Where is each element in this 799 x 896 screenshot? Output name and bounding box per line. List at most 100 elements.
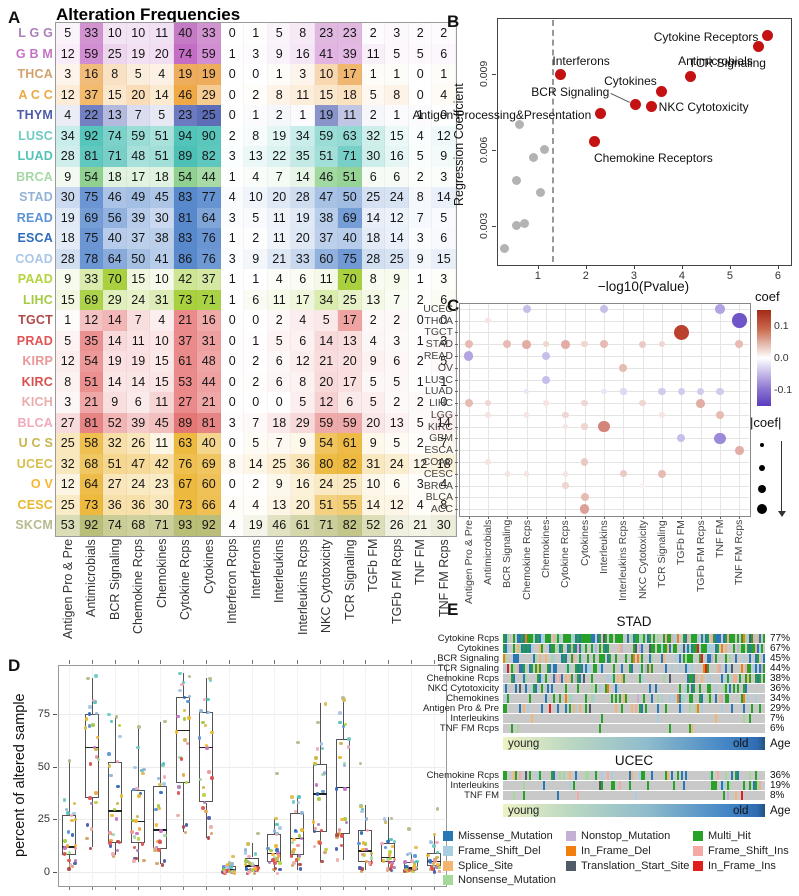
heatmap-cell: 13 [361, 289, 385, 310]
age-young-label: young [508, 738, 540, 750]
oncoprint-cell-altered [531, 684, 533, 694]
oncoprint-cell-altered [749, 664, 751, 674]
oncoprint-cell-altered [637, 634, 639, 644]
oncoprint-cell-altered [545, 694, 547, 704]
jitter-point [116, 784, 120, 789]
heatmap-cell: 51 [314, 494, 338, 515]
heatmap-cell: 3 [220, 146, 244, 167]
jitter-point [107, 712, 111, 717]
jitter-point [142, 858, 146, 863]
oncoprint-cell-altered [703, 664, 705, 674]
bubble-point [522, 339, 532, 349]
x-tick-mark-top [433, 660, 435, 664]
heatmap-cell: 38 [314, 207, 338, 228]
oncoprint-cell-altered [699, 654, 701, 664]
bubble-point [600, 340, 608, 349]
heatmap-cell: 51 [103, 453, 127, 474]
jitter-point [243, 862, 248, 867]
heatmap-cell: 23 [150, 474, 174, 495]
oncoprint-cell-altered [749, 634, 751, 644]
jitter-point [339, 843, 344, 848]
heatmap-cell: 69 [79, 207, 103, 228]
heatmap-cell: 8 [361, 269, 385, 290]
grid-line-vertical [410, 665, 412, 885]
jitter-point [159, 790, 163, 795]
grid-line-horizontal [459, 438, 749, 440]
box-whisker-lower [433, 865, 435, 873]
heatmap-cell: 8 [291, 23, 315, 44]
jitter-point [64, 807, 69, 812]
oncoprint-cell-altered [651, 664, 653, 674]
heatmap-cell: 7 [126, 310, 150, 331]
oncoprint-cell-altered [713, 634, 715, 644]
oncoprint-cell-altered [697, 634, 699, 644]
oncoprint-cell-altered [539, 664, 541, 674]
oncoprint-cell-altered [679, 704, 681, 714]
oncoprint-row-label: Chemokine Rcps [426, 672, 499, 684]
jitter-point [435, 855, 439, 860]
heatmap-cell: 13 [338, 330, 362, 351]
oncoprint-cell-altered [569, 644, 571, 654]
grid-line-horizontal [459, 403, 749, 405]
bubble-row-label: LUSC [424, 373, 453, 386]
oncoprint-cell-altered [691, 674, 693, 684]
oncoprint-cell-altered [651, 771, 653, 781]
jitter-point [72, 811, 76, 816]
jitter-point [275, 848, 279, 852]
heatmap-column-label: Antimicrobials [84, 539, 99, 617]
jitter-point [137, 794, 141, 798]
oncoprint-cell-altered [603, 634, 605, 644]
oncoprint-cell-altered [559, 674, 561, 684]
oncoprint-cell-altered [711, 654, 713, 664]
oncoprint-cell-altered [729, 664, 731, 674]
heatmap-cell: 1 [220, 228, 244, 249]
oncoprint-cell-altered [551, 654, 553, 664]
oncoprint-cell-altered [747, 664, 749, 674]
scatter-point-nonsignificant [539, 145, 549, 155]
oncoprint-cell-altered [615, 654, 617, 664]
jitter-point [275, 857, 279, 861]
oncoprint-cell-altered [565, 684, 567, 694]
heatmap-cell: 38 [150, 228, 174, 249]
oncoprint-cell-altered [745, 664, 747, 674]
jitter-point [153, 848, 158, 853]
x-tick-mark [642, 516, 644, 519]
box [290, 813, 305, 856]
legend-swatch [566, 845, 576, 856]
heatmap-cell: 11 [150, 392, 174, 413]
oncoprint-cell-altered [715, 634, 717, 644]
box-whisker-lower [342, 834, 344, 860]
jitter-point [364, 817, 369, 821]
heatmap-cell: 73 [173, 289, 197, 310]
oncoprint-row-label: Chemokine Rcps [426, 769, 499, 781]
oncoprint-cell-altered [751, 644, 753, 654]
grid-line-vertical [662, 303, 663, 515]
heatmap-cell: 69 [338, 207, 362, 228]
heatmap-cell: 31 [361, 453, 385, 474]
jitter-point [364, 859, 369, 864]
oncoprint-cell-altered [725, 644, 727, 654]
jitter-point [181, 825, 186, 829]
heatmap-cell: 15 [126, 269, 150, 290]
jitter-point [67, 850, 72, 855]
jitter-point [111, 852, 115, 856]
scatter-plot-border [497, 18, 792, 266]
heatmap-row-label: UCEC [16, 456, 53, 471]
oncoprint-cell-altered [663, 634, 665, 644]
jitter-point [94, 755, 99, 759]
jitter-point [244, 867, 249, 871]
jitter-point [343, 722, 348, 727]
jitter-point [137, 827, 142, 831]
oncoprint-cell-altered [663, 644, 665, 654]
oncoprint-cell-altered [537, 664, 539, 674]
jitter-point [271, 852, 275, 857]
oncoprint-cell-altered [641, 664, 643, 674]
oncoprint-cell-altered [741, 791, 743, 801]
jitter-point [204, 743, 209, 747]
oncoprint-cell-altered [695, 674, 697, 684]
grid-line-vertical [604, 303, 605, 515]
legend-swatch [443, 845, 453, 856]
oncoprint-cell-altered [593, 634, 595, 644]
oncoprint-cell-altered [683, 654, 685, 664]
oncoprint-cell-altered [599, 654, 601, 664]
